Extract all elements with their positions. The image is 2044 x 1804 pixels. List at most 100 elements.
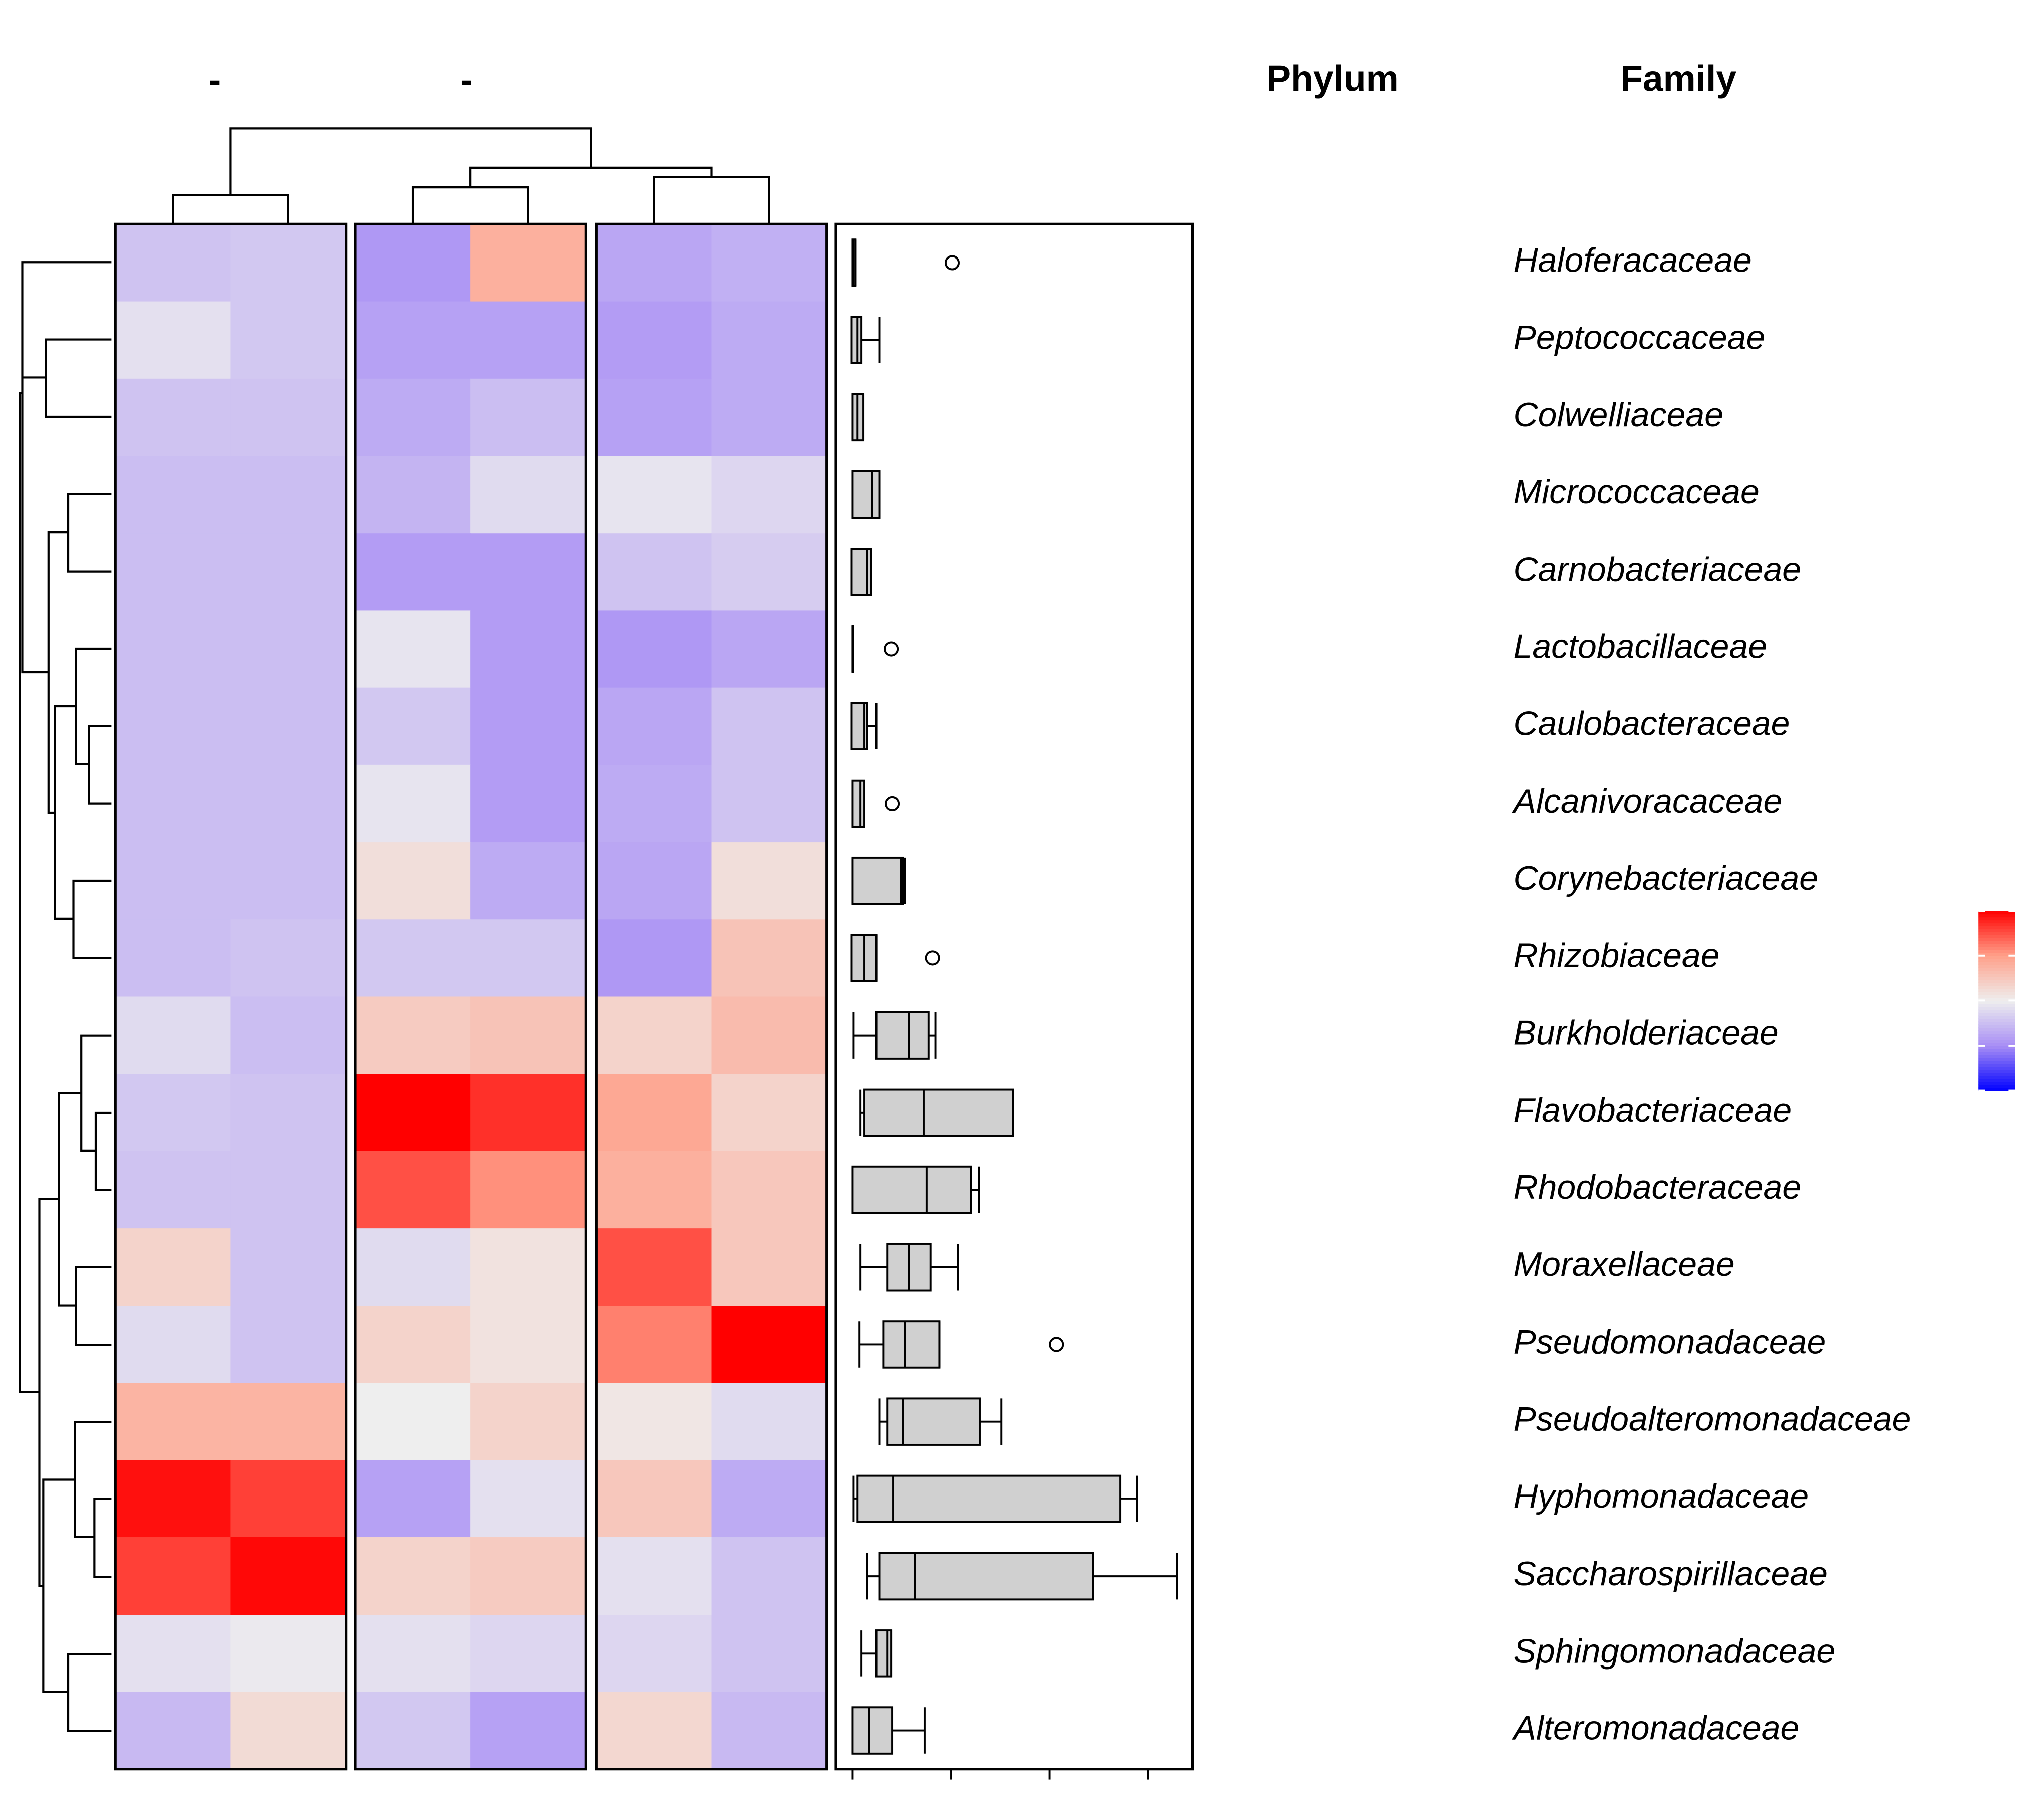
heatmap-cell (115, 996, 231, 1075)
box (851, 470, 881, 519)
column-group-label: - (460, 59, 472, 100)
legend-swatch (1978, 926, 2015, 930)
boxplot-frame (834, 222, 1194, 1771)
heatmap-cell (470, 1151, 587, 1229)
heatmap-cell (355, 1074, 471, 1152)
legend-swatch (1978, 1078, 2015, 1082)
box (886, 1397, 981, 1446)
heatmap-cell (596, 610, 712, 688)
legend-swatch (1978, 946, 2015, 950)
legend-swatch (1978, 1000, 2015, 1004)
heatmap-cell (470, 610, 587, 688)
legend-swatch (1978, 1006, 2015, 1010)
legend-swatch (1978, 1042, 2015, 1047)
heatmap-cell (115, 1306, 231, 1384)
legend-swatch (1978, 1060, 2015, 1064)
heatmap-cell (115, 687, 231, 765)
box (851, 856, 904, 905)
heatmap-cell (596, 1383, 712, 1461)
heatmap-cell (596, 456, 712, 534)
heatmap-cell (230, 378, 347, 457)
legend-swatch (1978, 1087, 2015, 1091)
box (851, 1165, 972, 1214)
heatmap-cell (596, 996, 712, 1075)
legend-swatch (1978, 937, 2015, 941)
column-group-label: - (209, 59, 221, 100)
legend-swatch (1978, 1069, 2015, 1073)
heatmap-cell (711, 919, 827, 997)
heatmap-cell (711, 1537, 827, 1616)
legend-swatch (1978, 1063, 2015, 1067)
heatmap-block-border (114, 222, 348, 1771)
heatmap-cell (711, 1460, 827, 1538)
legend-swatch (1978, 1048, 2015, 1052)
legend-swatch (1978, 997, 2015, 1001)
heatmap-cell (470, 687, 587, 765)
legend-swatch (1978, 991, 2015, 995)
heatmap-cell (230, 610, 347, 688)
legend-swatch (1978, 952, 2015, 956)
heatmap-cell (711, 301, 827, 379)
legend-swatch (1978, 958, 2015, 962)
heatmap-cell (355, 1228, 471, 1307)
heatmap-cell (230, 1537, 347, 1616)
heatmap-cell (470, 842, 587, 920)
heatmap-cell (711, 1383, 827, 1461)
row-label: Haloferacaceae (1514, 241, 1752, 279)
legend-swatch (1978, 931, 2015, 935)
heatmap-cell (470, 1537, 587, 1616)
heatmap-cell (470, 1460, 587, 1538)
heatmap-cell (230, 533, 347, 611)
heatmap-cell (355, 1615, 471, 1693)
row-label: Carnobacteriaceae (1514, 550, 1802, 588)
legend-swatch (1978, 1024, 2015, 1028)
heatmap-cell (596, 764, 712, 843)
heatmap-cell (596, 1615, 712, 1693)
box (850, 548, 872, 596)
row-label: Alteromonadaceae (1512, 1709, 1800, 1747)
heatmap-cell (355, 1151, 471, 1229)
row-label: Sphingomonadaceae (1514, 1632, 1836, 1670)
heatmap-cell (711, 996, 827, 1075)
legend-swatch (1978, 1012, 2015, 1016)
box (875, 1011, 930, 1060)
legend-swatch (1978, 1018, 2015, 1022)
legend-swatch (1978, 988, 2015, 992)
box (863, 1088, 1014, 1137)
heatmap-cell (711, 456, 827, 534)
box (882, 1320, 941, 1369)
heatmap-cell (115, 1383, 231, 1461)
heatmap-cell (230, 1228, 347, 1307)
heatmap-cell (470, 533, 587, 611)
row-label: Corynebacteriaceae (1514, 859, 1819, 897)
heatmap-cell (355, 1460, 471, 1538)
outlier (884, 641, 899, 657)
heatmap-cell (115, 1074, 231, 1152)
heatmap-block-border (354, 222, 587, 1771)
row-label: Micrococcaceae (1514, 473, 1760, 511)
annotation-title: Phylum (1266, 58, 1399, 99)
legend-swatch (1978, 940, 2015, 944)
heatmap-cell (470, 1228, 587, 1307)
heatmap-cell (355, 533, 471, 611)
row-label: Rhizobiaceae (1514, 936, 1720, 974)
heatmap-cell (230, 764, 347, 843)
legend-swatch (1978, 985, 2015, 989)
heatmap-cell (711, 842, 827, 920)
heatmap-cell (230, 1383, 347, 1461)
heatmap-cell (596, 1228, 712, 1307)
heatmap-cell (115, 919, 231, 997)
legend-swatch (1978, 1034, 2015, 1038)
heatmap-cell (230, 1074, 347, 1152)
legend-swatch (1978, 920, 2015, 924)
legend-swatch (1978, 955, 2015, 959)
row-label: Rhodobacteraceae (1514, 1168, 1802, 1206)
heatmap-cell (470, 919, 587, 997)
heatmap-cell (470, 1306, 587, 1384)
heatmap-cell (230, 301, 347, 379)
legend-swatch (1978, 1075, 2015, 1079)
box (851, 779, 865, 828)
heatmap-cell (711, 1074, 827, 1152)
heatmap-cell (596, 378, 712, 457)
heatmap-cell (115, 456, 231, 534)
